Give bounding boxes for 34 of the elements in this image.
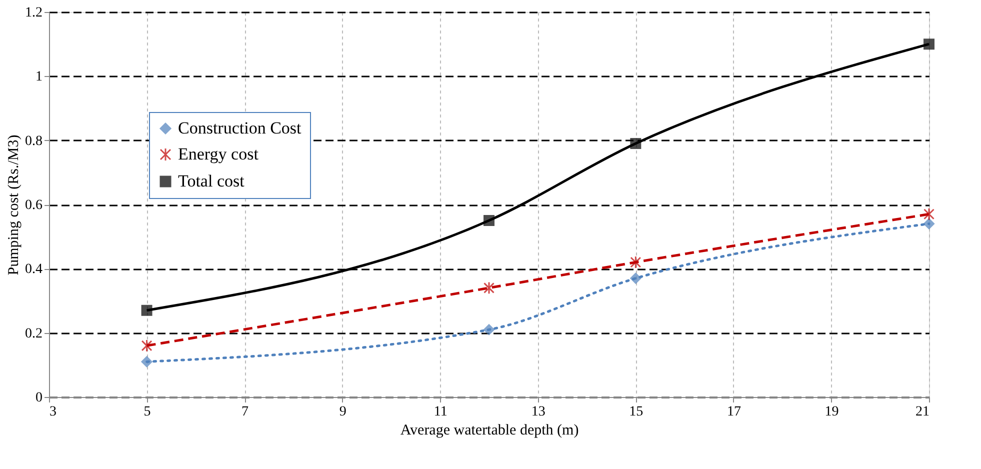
x-tick-label: 5 (144, 404, 151, 420)
x-tick-label: 21 (916, 404, 930, 420)
point (630, 272, 642, 284)
y-tick-label: 1 (36, 70, 42, 85)
point (630, 138, 642, 150)
x-tick-label: 7 (242, 404, 249, 420)
point (630, 256, 642, 269)
x-tick-label: 11 (434, 404, 448, 420)
x-tick-label: 3 (50, 404, 56, 420)
point (484, 281, 494, 294)
point (484, 215, 494, 226)
x-axis-title: Average watertable depth (m) (400, 422, 579, 438)
point (141, 356, 152, 368)
point (924, 218, 934, 230)
point (141, 304, 152, 316)
x-tick-label: 19 (824, 404, 839, 420)
x-tick-label: 9 (339, 404, 346, 420)
y-tick-label: 0.4 (25, 262, 42, 278)
y-tick-label: 0.6 (25, 198, 42, 213)
legend-label: Construction Cost (178, 118, 302, 138)
y-tick-label: 0.8 (25, 134, 42, 149)
y-tick-label: 1.2 (25, 6, 42, 20)
y-tick-label: 0 (36, 390, 42, 406)
y-tick-label: 0.2 (25, 326, 42, 342)
x-tick-label: 17 (726, 404, 741, 420)
legend-label: Total cost (178, 172, 245, 190)
legend-label: Energy cost (178, 144, 259, 164)
y-axis-title: Pumping cost (Rs./M3) (6, 134, 22, 276)
x-tick-label: 13 (531, 404, 546, 420)
point (924, 38, 934, 50)
point (141, 339, 152, 352)
x-tick-label: 15 (629, 404, 644, 420)
point (484, 324, 494, 336)
point (924, 208, 934, 221)
